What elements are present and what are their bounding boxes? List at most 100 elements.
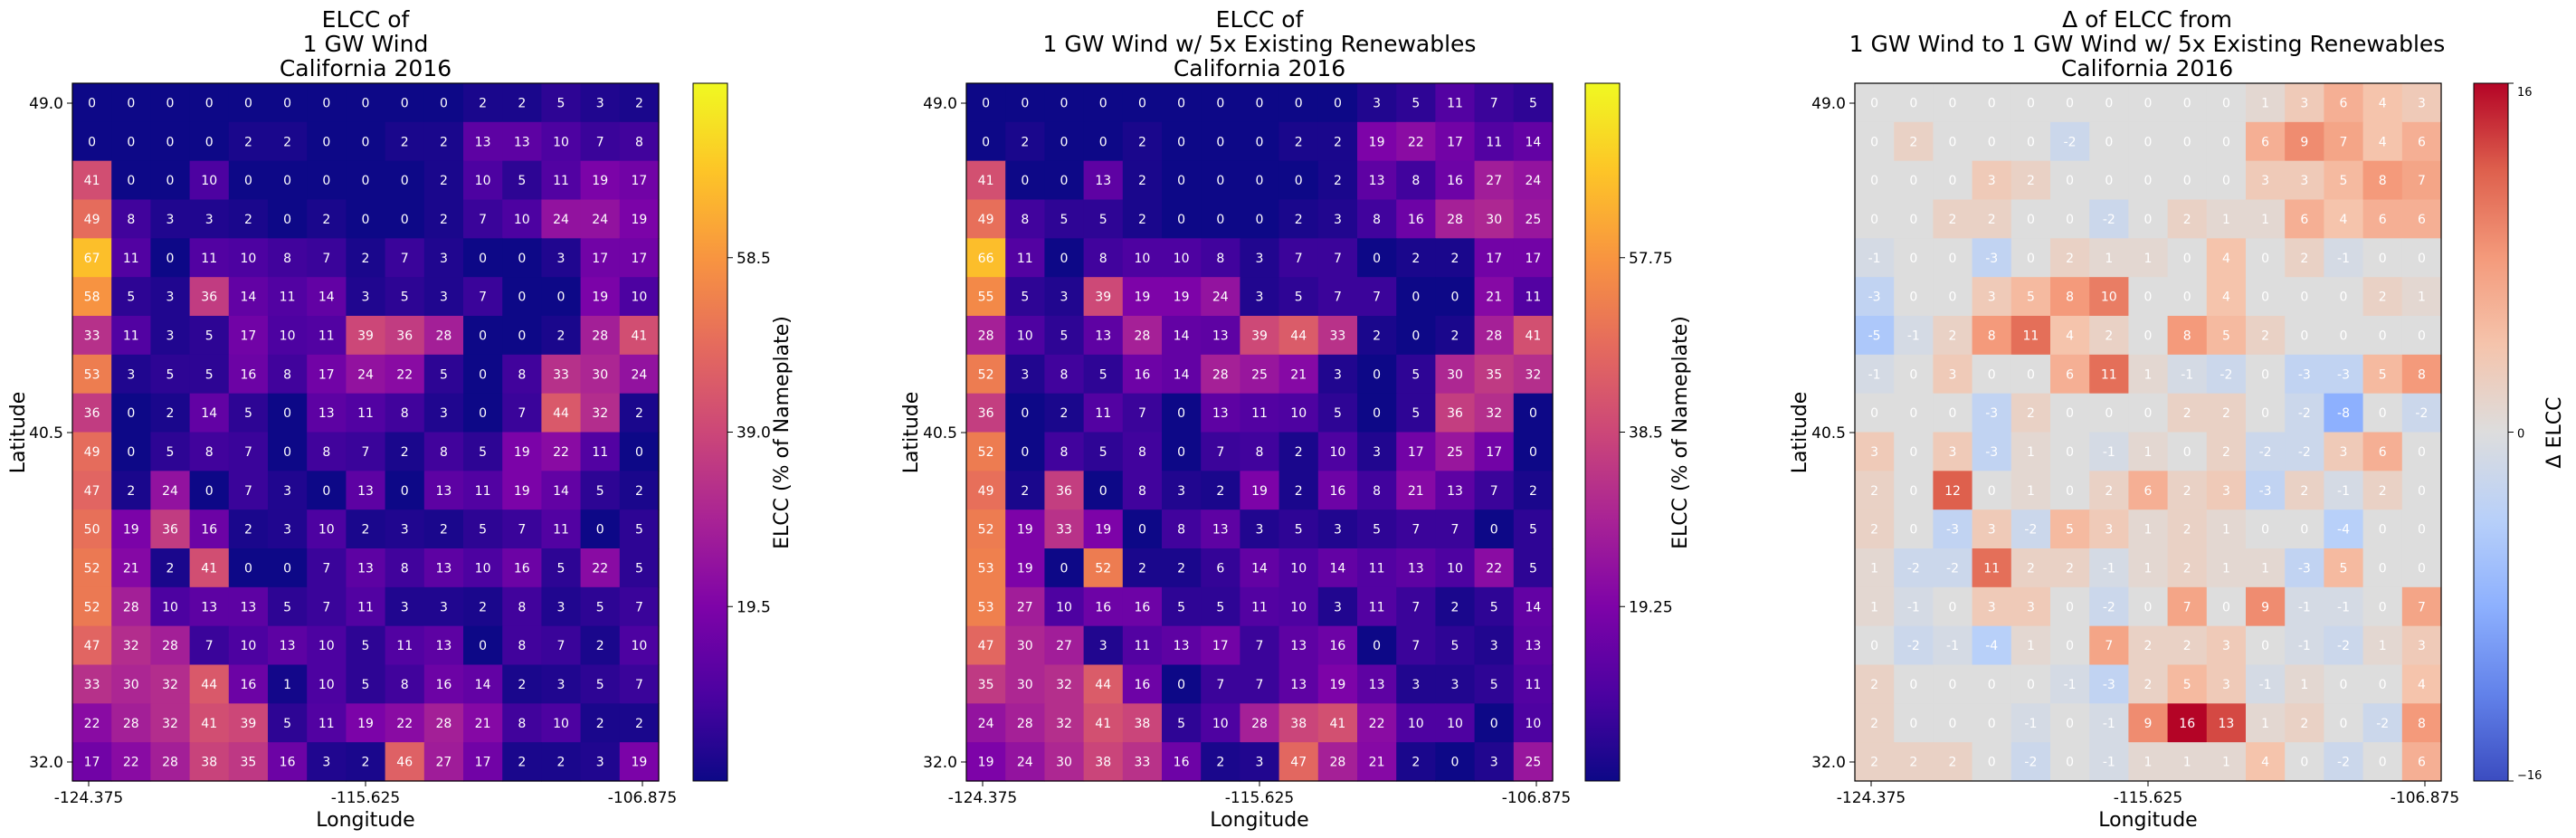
heatmap-cell-label: 2 — [1451, 252, 1459, 266]
heatmap-cell-label: 28 — [978, 329, 994, 343]
heatmap-cell-label: 0 — [2261, 523, 2269, 538]
heatmap-cell — [463, 160, 503, 201]
heatmap-cell-label: 2 — [1021, 484, 1029, 499]
heatmap-cell-label: 13 — [475, 135, 491, 149]
heatmap-cell — [346, 471, 386, 510]
heatmap-cell — [1855, 586, 1895, 627]
heatmap-cell-label: 11 — [553, 174, 569, 188]
heatmap-cell-label: 32 — [1056, 678, 1072, 692]
heatmap-cell — [1396, 548, 1436, 588]
heatmap-cell — [150, 742, 191, 782]
heatmap-cell-label: 0 — [1909, 213, 1917, 227]
heatmap-cell-label: 2 — [518, 756, 526, 770]
heatmap-cell — [2167, 354, 2208, 395]
heatmap-cell — [1933, 83, 1973, 123]
heatmap-cell — [1201, 432, 1240, 471]
heatmap-cell — [1933, 548, 1973, 588]
heatmap-cell — [1474, 703, 1515, 743]
heatmap-cell-label: 0 — [1909, 290, 1917, 305]
heatmap-cell-label: 0 — [2340, 329, 2348, 343]
heatmap-cell-label: 3 — [166, 329, 175, 343]
heatmap-cell-label: 5 — [557, 96, 566, 110]
heatmap-cell-label: 0 — [1177, 135, 1185, 149]
heatmap-cell-label: 0 — [2222, 174, 2230, 188]
heatmap-cell-label: 10 — [201, 174, 217, 188]
heatmap-cell — [72, 471, 112, 510]
heatmap-cell — [423, 586, 464, 627]
heatmap-cell — [1278, 121, 1319, 162]
heatmap-cell-label: 5 — [1295, 290, 1303, 305]
heatmap-cell-label: 16 — [280, 756, 296, 770]
heatmap-cell — [228, 664, 269, 704]
heatmap-cell — [619, 160, 660, 201]
heatmap-cell-label: 1 — [2222, 213, 2230, 227]
heatmap-cell-label: -1 — [1946, 639, 1959, 653]
heatmap-cell-label: 10 — [1174, 252, 1190, 266]
heatmap-cell — [1162, 83, 1202, 123]
heatmap-cell — [1044, 199, 1085, 239]
heatmap-cell-label: 2 — [1909, 135, 1917, 149]
heatmap-cell-label: 7 — [244, 484, 252, 499]
heatmap-cell — [1474, 83, 1515, 123]
heatmap-cell — [2089, 83, 2129, 123]
heatmap-cell — [346, 393, 386, 433]
heatmap-cell — [1201, 586, 1240, 627]
heatmap-cell-label: 0 — [1099, 135, 1107, 149]
heatmap-cell-label: 5 — [127, 290, 135, 305]
heatmap-cell-label: 0 — [1988, 484, 1996, 499]
heatmap-cell — [2362, 393, 2403, 433]
heatmap-cell-label: 19 — [631, 213, 647, 227]
heatmap-cell-label: 21 — [123, 561, 139, 576]
heatmap-cell-label: 33 — [553, 367, 569, 382]
heatmap-cell-label: 28 — [123, 717, 139, 731]
heatmap-cell-label: 0 — [166, 174, 175, 188]
heatmap-cell — [2128, 703, 2169, 743]
heatmap-cell — [502, 471, 542, 510]
heatmap-cell — [268, 83, 308, 123]
heatmap-cell — [1513, 586, 1554, 627]
heatmap-cell-label: 13 — [357, 561, 374, 576]
heatmap-cell — [1005, 432, 1045, 471]
heatmap-cell-label: 0 — [479, 367, 487, 382]
heatmap-cell-label: 7 — [518, 406, 526, 421]
heatmap-cell-label: 2 — [322, 213, 330, 227]
heatmap-cell — [2089, 586, 2129, 627]
heatmap-cell — [2246, 742, 2286, 782]
heatmap-cell — [1435, 238, 1476, 278]
heatmap-cell — [1855, 432, 1895, 471]
heatmap-cell — [1240, 160, 1280, 201]
heatmap-cell-label: 0 — [362, 174, 370, 188]
heatmap-cell-label: 19 — [631, 756, 647, 770]
heatmap-cell-label: 0 — [205, 484, 214, 499]
chart-3-x-axis-label: Longitude — [2098, 809, 2197, 832]
heatmap-cell — [2128, 277, 2169, 317]
heatmap-cell — [1122, 509, 1163, 549]
heatmap-cell-label: 2 — [2183, 561, 2191, 576]
heatmap-cell-label: 2 — [1334, 174, 1342, 188]
heatmap-cell-label: 0 — [1295, 174, 1303, 188]
heatmap-cell-label: 0 — [2066, 484, 2074, 499]
heatmap-cell — [1513, 354, 1554, 395]
chart-1-y-tick-label: 40.5 — [29, 424, 63, 443]
heatmap-cell-label: -1 — [2103, 756, 2115, 770]
heatmap-cell-label: 3 — [557, 252, 566, 266]
heatmap-cell-label: 0 — [1060, 96, 1069, 110]
heatmap-cell — [619, 586, 660, 627]
heatmap-cell — [72, 703, 112, 743]
heatmap-cell-label: 28 — [1017, 717, 1033, 731]
heatmap-cell — [1240, 586, 1280, 627]
heatmap-cell — [1513, 471, 1554, 510]
heatmap-cell-label: 0 — [2261, 639, 2269, 653]
heatmap-cell-label: 0 — [1909, 717, 1917, 731]
heatmap-cell-label: 0 — [2222, 135, 2230, 149]
chart-1-y-tick-label: 49.0 — [29, 95, 63, 113]
heatmap-cell — [1513, 316, 1554, 356]
heatmap-cell-label: -1 — [2103, 561, 2115, 576]
heatmap-cell-label: 2 — [1138, 561, 1146, 576]
heatmap-cell-label: 0 — [1909, 678, 1917, 692]
heatmap-cell-label: -2 — [2259, 445, 2272, 460]
heatmap-cell — [2010, 277, 2051, 317]
heatmap-cell-label: 2 — [362, 756, 370, 770]
heatmap-cell — [307, 509, 347, 549]
heatmap-cell-label: 0 — [1256, 135, 1264, 149]
